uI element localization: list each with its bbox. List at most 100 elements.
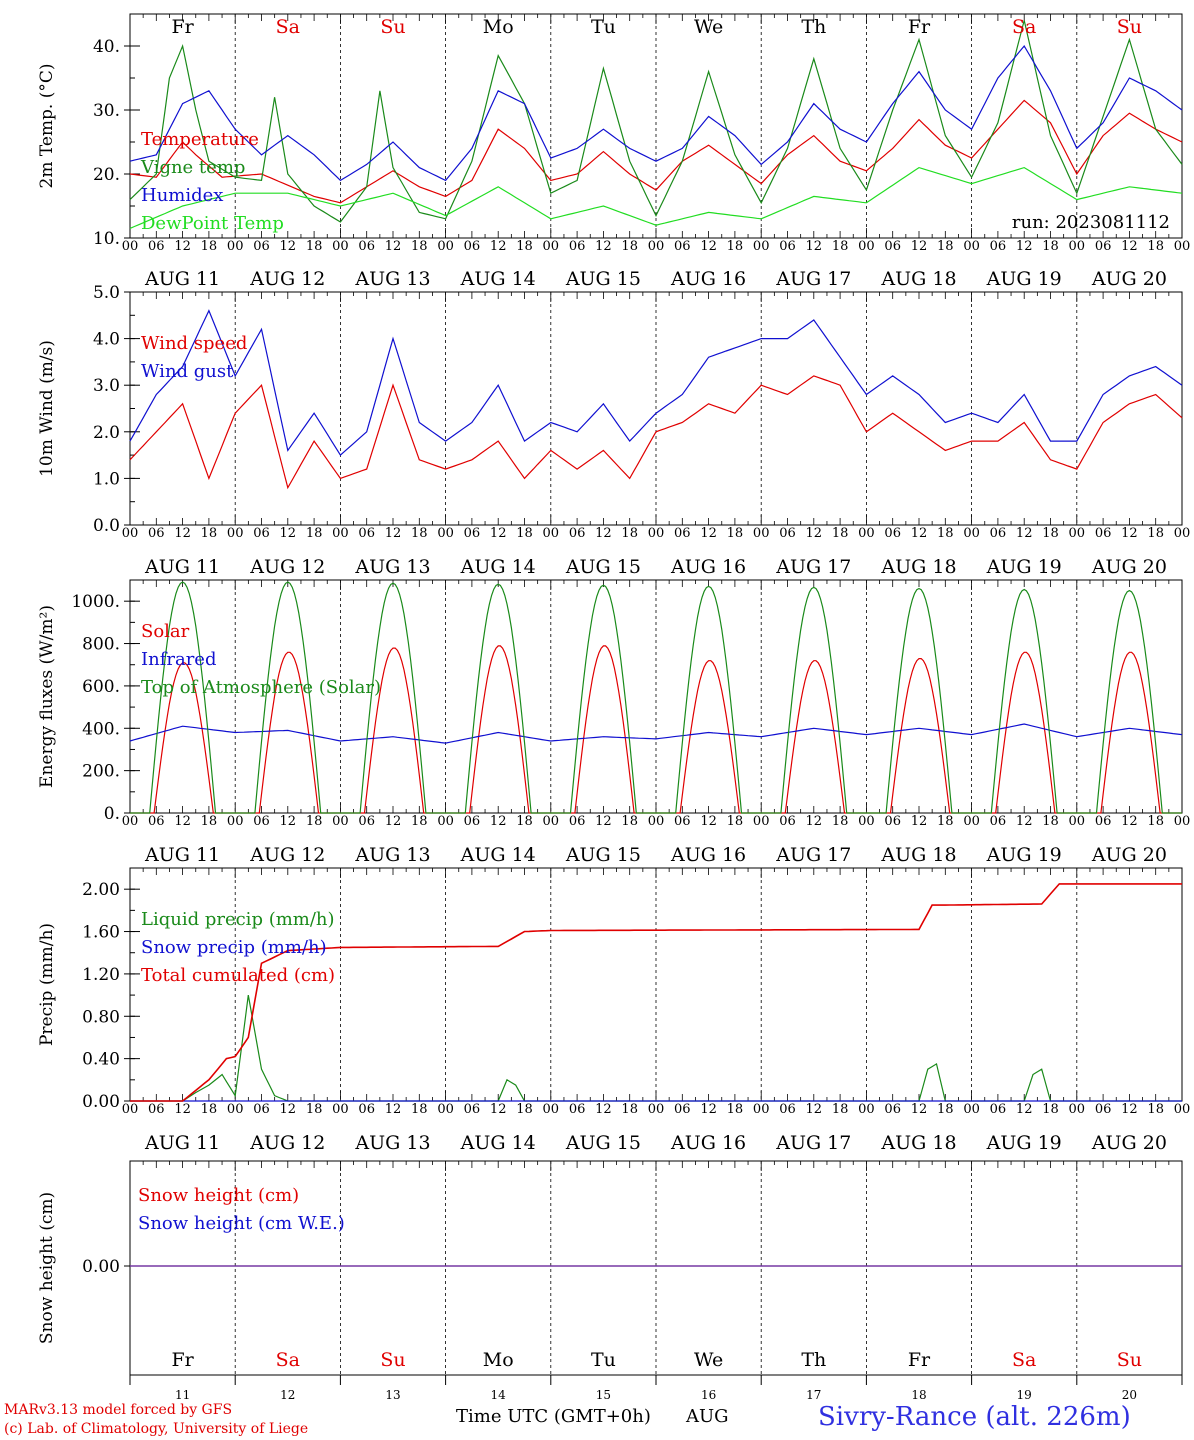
hour-tick-label: 06 — [358, 814, 375, 829]
hour-tick-label: 00 — [543, 1102, 560, 1117]
weekday-label: Su — [380, 1349, 405, 1371]
weekday-label: Sa — [1012, 1349, 1036, 1371]
hour-tick-label: 18 — [411, 526, 428, 541]
day-number-label: 18 — [911, 1388, 926, 1402]
hour-tick-label: 12 — [490, 526, 507, 541]
legend-entry: Vigne temp — [140, 157, 245, 178]
hour-tick-label: 12 — [385, 1102, 402, 1117]
hour-tick-label: 12 — [700, 1102, 717, 1117]
legend-entry: Wind speed — [141, 333, 247, 354]
hour-tick-label: 18 — [411, 239, 428, 254]
hour-tick-label: 18 — [306, 1102, 323, 1117]
date-label: AUG 20 — [1091, 844, 1167, 866]
hour-tick-label: 00 — [227, 814, 244, 829]
date-label: AUG 16 — [670, 844, 746, 866]
hour-tick-label: 12 — [174, 1102, 191, 1117]
date-label: AUG 17 — [775, 268, 851, 290]
y-axis-label: Snow height (cm) — [37, 1192, 57, 1344]
hour-tick-label: 06 — [1095, 239, 1112, 254]
hour-tick-label: 18 — [832, 526, 849, 541]
y-tick-label: 1.0 — [93, 469, 120, 489]
hour-tick-label: 00 — [753, 1102, 770, 1117]
hour-tick-label: 06 — [884, 814, 901, 829]
hour-tick-label: 00 — [437, 239, 454, 254]
legend-entry: Snow precip (mm/h) — [141, 937, 327, 958]
hour-tick-label: 18 — [516, 526, 533, 541]
hour-tick-label: 06 — [990, 239, 1007, 254]
hour-tick-label: 00 — [332, 1102, 349, 1117]
date-label: AUG 14 — [460, 1132, 536, 1154]
hour-tick-label: 06 — [148, 239, 165, 254]
hour-tick-label: 18 — [1147, 526, 1164, 541]
hour-tick-label: 12 — [1121, 1102, 1138, 1117]
day-number-label: 20 — [1122, 1388, 1137, 1402]
hour-tick-label: 06 — [358, 1102, 375, 1117]
hour-tick-label: 06 — [569, 526, 586, 541]
hour-tick-label: 06 — [148, 814, 165, 829]
weekday-label: Th — [801, 16, 826, 38]
date-label: AUG 19 — [986, 1132, 1062, 1154]
hour-tick-label: 12 — [700, 526, 717, 541]
hour-tick-label: 06 — [569, 1102, 586, 1117]
date-label: AUG 12 — [249, 268, 325, 290]
panel-frame-0 — [129, 13, 1183, 239]
weekday-label: Su — [1117, 1349, 1142, 1371]
hour-tick-label: 12 — [280, 814, 297, 829]
hour-tick-label: 18 — [832, 239, 849, 254]
weekday-label: Fr — [908, 16, 931, 38]
hour-tick-label: 06 — [674, 526, 691, 541]
hour-tick-label: 00 — [753, 814, 770, 829]
hour-tick-label: 18 — [306, 814, 323, 829]
hour-tick-label: 00 — [858, 814, 875, 829]
hour-tick-label: 06 — [253, 1102, 270, 1117]
hour-tick-label: 06 — [148, 526, 165, 541]
hour-tick-label: 00 — [1174, 526, 1191, 541]
lab-credit: (c) Lab. of Climatology, University of L… — [4, 1421, 309, 1437]
weekday-label: Mo — [483, 1349, 514, 1371]
weekday-label: Sa — [276, 16, 300, 38]
model-credit: MARv3.13 model forced by GFS — [4, 1402, 233, 1418]
hour-tick-label: 06 — [1095, 1102, 1112, 1117]
hour-tick-label: 00 — [543, 239, 560, 254]
hour-tick-label: 12 — [174, 239, 191, 254]
hour-tick-label: 00 — [1069, 526, 1086, 541]
y-axis-label: 2m Temp. (°C) — [37, 63, 57, 188]
hour-tick-label: 06 — [779, 814, 796, 829]
y-tick-label: 600. — [82, 677, 120, 697]
hour-tick-label: 18 — [1042, 1102, 1059, 1117]
hour-tick-label: 18 — [937, 239, 954, 254]
station-name: Sivry-Rance (alt. 226m) — [818, 1402, 1131, 1432]
hour-tick-label: 06 — [1095, 526, 1112, 541]
hour-tick-label: 00 — [227, 526, 244, 541]
hour-tick-label: 12 — [280, 526, 297, 541]
hour-tick-label: 12 — [595, 814, 612, 829]
hour-tick-label: 18 — [1147, 814, 1164, 829]
hour-tick-label: 12 — [595, 239, 612, 254]
legend-entry: DewPoint Temp — [141, 213, 284, 234]
weekday-label: Fr — [171, 16, 194, 38]
date-label: AUG 17 — [775, 1132, 851, 1154]
date-label: AUG 11 — [144, 268, 220, 290]
hour-tick-label: 18 — [832, 1102, 849, 1117]
series-line-wind-gust — [129, 309, 1183, 457]
y-tick-label: 4.0 — [93, 330, 120, 350]
hour-tick-label: 00 — [1174, 814, 1191, 829]
hour-tick-label: 18 — [621, 1102, 638, 1117]
hour-tick-label: 18 — [516, 239, 533, 254]
series-line-top-of-atmosphere-solar- — [130, 581, 1182, 814]
y-tick-label: 800. — [82, 635, 120, 655]
series-line-infrared — [129, 723, 1183, 744]
hour-tick-label: 00 — [753, 526, 770, 541]
weekday-label: Sa — [1012, 16, 1036, 38]
hour-tick-label: 00 — [1069, 1102, 1086, 1117]
hour-tick-label: 12 — [595, 526, 612, 541]
hour-tick-label: 00 — [648, 239, 665, 254]
hour-tick-label: 06 — [990, 814, 1007, 829]
hour-tick-label: 18 — [937, 526, 954, 541]
date-label: AUG 14 — [460, 556, 536, 578]
series-line-vigne-temp — [129, 20, 1183, 223]
hour-tick-label: 12 — [1121, 526, 1138, 541]
hour-tick-label: 12 — [385, 239, 402, 254]
hour-tick-label: 18 — [621, 814, 638, 829]
